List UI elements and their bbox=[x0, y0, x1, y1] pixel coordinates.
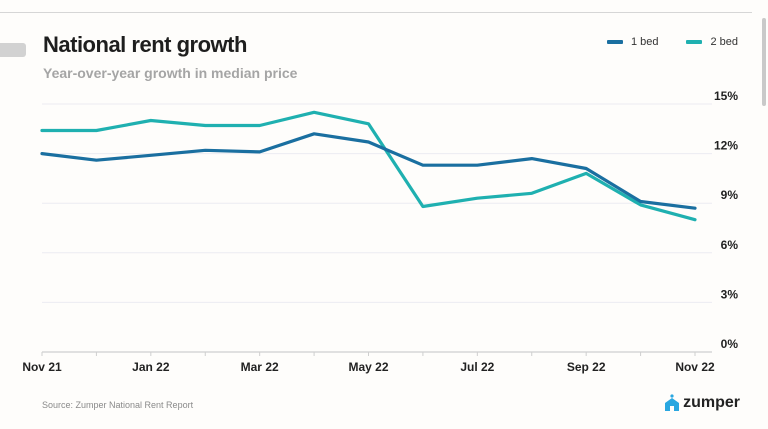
y-tick-label: 3% bbox=[721, 287, 739, 301]
side-tab[interactable] bbox=[0, 43, 26, 57]
chart-title: National rent growth bbox=[43, 32, 247, 57]
top-divider bbox=[0, 12, 752, 13]
series-line-2bed bbox=[40, 110, 697, 222]
source-note: Source: Zumper National Rent Report bbox=[42, 400, 194, 410]
x-tick-label: May 22 bbox=[348, 360, 388, 374]
y-tick-label: 12% bbox=[714, 139, 738, 153]
x-tick-label: Jul 22 bbox=[460, 360, 494, 374]
house-icon bbox=[665, 394, 680, 411]
chart-subtitle: Year-over-year growth in median price bbox=[43, 65, 298, 81]
series-line-1bed bbox=[40, 132, 697, 210]
legend-item-1bed: 1 bed bbox=[606, 36, 659, 48]
y-tick-label: 6% bbox=[721, 238, 739, 252]
x-tick-label: Jan 22 bbox=[132, 360, 170, 374]
legend-swatch-2bed bbox=[686, 40, 703, 44]
legend-label-1bed: 1 bed bbox=[630, 36, 659, 48]
zumper-logo[interactable]: zumper bbox=[664, 394, 740, 412]
legend-item-2bed: 2 bed bbox=[686, 36, 738, 48]
scrollbar[interactable] bbox=[762, 18, 766, 106]
legend-swatch-1bed bbox=[606, 40, 623, 44]
y-tick-label: 15% bbox=[714, 89, 738, 103]
y-tick-label: 9% bbox=[721, 188, 739, 202]
x-tick-label: Nov 21 bbox=[22, 360, 62, 374]
legend: 1 bed 2 bed bbox=[606, 36, 738, 48]
logo-text: zumper bbox=[683, 394, 740, 411]
legend-label-2bed: 2 bed bbox=[710, 36, 738, 48]
x-tick-label: Sep 22 bbox=[567, 360, 606, 374]
x-tick-label: Mar 22 bbox=[241, 360, 279, 374]
x-tick-label: Nov 22 bbox=[675, 360, 715, 374]
y-tick-label: 0% bbox=[721, 337, 739, 351]
